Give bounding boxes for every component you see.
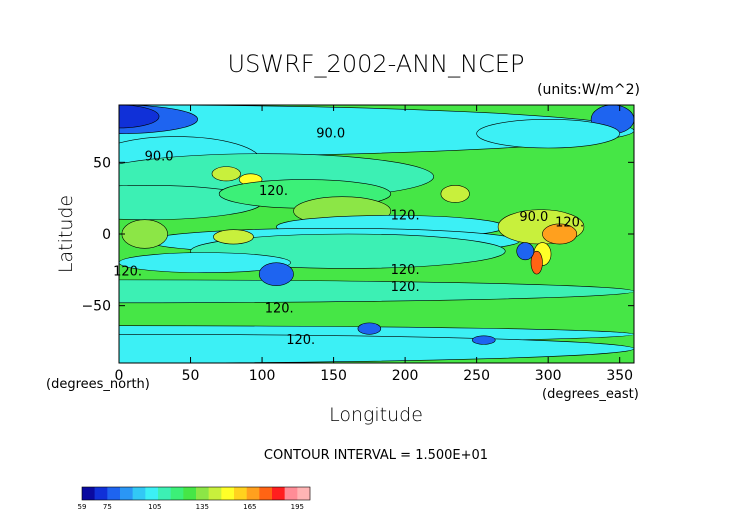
colorbar-swatch <box>170 487 184 500</box>
contour-label: 120. <box>259 184 288 199</box>
colorbar-tick-label: 75 <box>103 503 112 511</box>
contour-region <box>119 334 634 363</box>
contour-region <box>542 223 578 245</box>
contour-region <box>357 322 382 335</box>
colorbar-swatch <box>297 487 311 500</box>
contour-region <box>516 242 535 261</box>
contour-label: 120. <box>113 264 142 279</box>
colorbar-swatch <box>221 487 235 500</box>
colorbar-swatch <box>246 487 260 500</box>
colorbar-swatch <box>158 487 171 500</box>
x-tick-label: 150 <box>320 368 347 384</box>
colorbar-swatch <box>284 487 298 500</box>
x-tick-label: 50 <box>182 368 200 384</box>
contour-region <box>440 184 470 203</box>
contour-label: 90.0 <box>519 210 548 225</box>
colorbar-tick-label: 105 <box>148 503 161 511</box>
x-tick-label: 350 <box>606 368 633 384</box>
contour-labels: 90.0 90.0 120. 120. 120. 120. 120. 120. 120. 120.… <box>113 127 584 348</box>
contour-region <box>213 229 254 245</box>
contour-region <box>211 166 241 182</box>
colorbar-swatch <box>183 487 197 500</box>
colorbar-swatch <box>208 487 222 500</box>
contour-region <box>476 119 620 149</box>
colorbar-frame <box>81 486 311 501</box>
colorbar-tick-label: 59 <box>78 503 87 511</box>
x-tick-label: 250 <box>463 368 490 384</box>
contour-region <box>119 279 634 304</box>
contour-region <box>530 250 543 275</box>
chart-title: USWRF_2002-ANN_NCEP <box>228 50 525 78</box>
contour-label: 90.0 <box>316 127 345 142</box>
y-tick-label: 0 <box>102 227 111 243</box>
contour-region <box>472 335 496 345</box>
contour-region <box>121 219 168 249</box>
contour-label: 120. <box>391 208 420 223</box>
contour-label: 120. <box>391 280 420 295</box>
colorbar-swatch <box>196 487 209 500</box>
y-tick-label: −50 <box>81 299 111 315</box>
colorbar-swatch <box>272 487 285 500</box>
x-axis-label: Longitude <box>329 404 423 426</box>
y-axis-ticks: 50 0 −50 <box>81 155 634 315</box>
contour-label: 120. <box>286 333 315 348</box>
contour-interval: CONTOUR INTERVAL = 1.500E+01 <box>264 448 488 463</box>
colorbar-tick-label: 195 <box>291 503 304 511</box>
colorbar <box>81 486 311 501</box>
colorbar-swatch <box>234 487 247 500</box>
colorbar-tick-label: 165 <box>243 503 256 511</box>
contour-region <box>119 252 291 273</box>
colorbar-swatch <box>259 487 273 500</box>
map-field <box>119 105 634 363</box>
contour-region <box>119 105 160 129</box>
x-tick-label: 200 <box>392 368 419 384</box>
x-tick-label: 0 <box>115 368 124 384</box>
contour-label: 120. <box>265 302 294 317</box>
units-label: (units:W/m^2) <box>537 82 640 98</box>
colorbar-swatch <box>107 487 121 500</box>
x-unit-label: (degrees_east) <box>542 387 639 402</box>
y-unit-label: (degrees_north) <box>46 377 150 392</box>
contour-label: 120. <box>391 263 420 278</box>
x-tick-label: 100 <box>249 368 276 384</box>
colorbar-tick-label: 135 <box>196 503 209 511</box>
contour-region <box>258 262 294 286</box>
colorbar-swatch <box>82 487 95 500</box>
colorbar-ticks: 59 75 105 135 165 195 <box>78 503 304 511</box>
colorbar-swatch <box>120 487 133 500</box>
x-axis-ticks: 0 50 100 150 200 250 300 350 <box>115 105 633 384</box>
y-tick-label: 50 <box>93 155 111 171</box>
colorbar-swatch <box>145 487 159 500</box>
contour-label: 90.0 <box>145 150 174 165</box>
colorbar-swatch <box>132 487 146 500</box>
y-axis-label: Latitude <box>55 195 77 273</box>
colorbar-swatch <box>94 487 108 500</box>
contour-label: 120. <box>555 216 584 231</box>
x-tick-label: 300 <box>535 368 562 384</box>
